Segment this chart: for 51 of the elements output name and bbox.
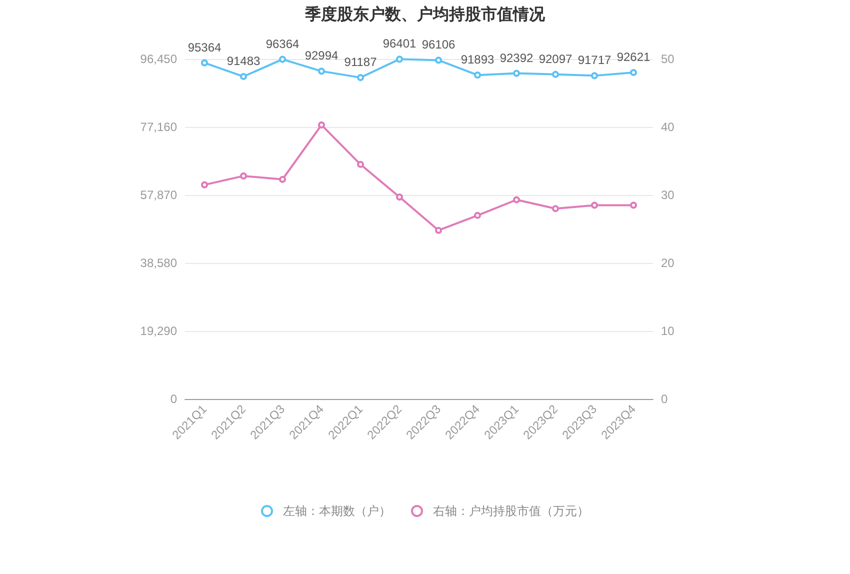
point (435, 226, 442, 234)
point (357, 160, 364, 168)
point (474, 212, 481, 219)
y-tick-label: 77,160 (140, 120, 178, 134)
point (591, 72, 598, 80)
point (435, 56, 442, 64)
y2-tick-label: 0 (661, 392, 668, 406)
data-label: 95364 (188, 40, 222, 54)
legend-label: 左轴：本期数（户） (283, 504, 391, 518)
data-label: 96401 (382, 36, 417, 51)
point (279, 176, 286, 183)
point (357, 74, 364, 82)
y-tick-label: 0 (170, 392, 178, 406)
legend-label: 右轴：户均持股市值（万元） (433, 504, 589, 518)
data-label: 92392 (500, 50, 534, 65)
y2-tick-label: 30 (661, 188, 675, 202)
y2-tick-label: 50 (661, 52, 675, 66)
data-label: 92621 (616, 50, 651, 64)
data-label: 91893 (460, 52, 495, 67)
point (513, 196, 520, 204)
data-label: 96364 (266, 36, 300, 51)
point (552, 205, 559, 212)
y2-tick-label: 40 (661, 120, 675, 134)
y-tick-label: 38,580 (140, 256, 178, 270)
y2-tick-label: 10 (661, 324, 675, 338)
y-tick-label: 19,290 (140, 324, 178, 338)
point (318, 68, 325, 75)
point (240, 172, 247, 180)
point (318, 121, 325, 128)
point (201, 181, 208, 188)
point (591, 202, 598, 209)
data-label: 91187 (344, 55, 378, 70)
chart-title: 季度股东户数、户均持股市值情况 (304, 4, 546, 24)
point (474, 72, 481, 79)
y2-tick-label: 20 (661, 256, 675, 270)
point (240, 73, 247, 80)
point (513, 70, 520, 77)
point (201, 59, 208, 66)
point (552, 70, 559, 78)
y-tick-label: 96,450 (140, 52, 178, 66)
data-label: 91717 (578, 53, 612, 68)
data-label: 92994 (304, 48, 339, 63)
point (630, 69, 637, 76)
point (396, 56, 403, 63)
data-label: 96106 (422, 38, 456, 52)
point (630, 202, 637, 209)
point (396, 194, 403, 201)
data-label: 92097 (538, 52, 573, 66)
point (279, 56, 286, 63)
data-label: 91483 (226, 54, 261, 68)
y-tick-label: 57,870 (140, 188, 178, 202)
